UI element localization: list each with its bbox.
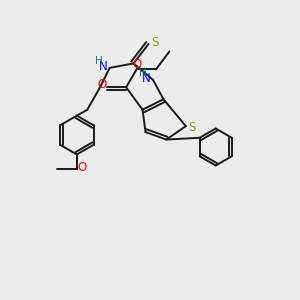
Text: O: O <box>78 161 87 174</box>
Text: N: N <box>142 72 151 85</box>
Text: S: S <box>189 121 196 134</box>
Text: H: H <box>139 68 146 78</box>
Text: N: N <box>99 60 107 73</box>
Text: S: S <box>151 36 158 49</box>
Text: O: O <box>98 78 107 92</box>
Text: H: H <box>95 56 103 66</box>
Text: O: O <box>132 58 141 70</box>
